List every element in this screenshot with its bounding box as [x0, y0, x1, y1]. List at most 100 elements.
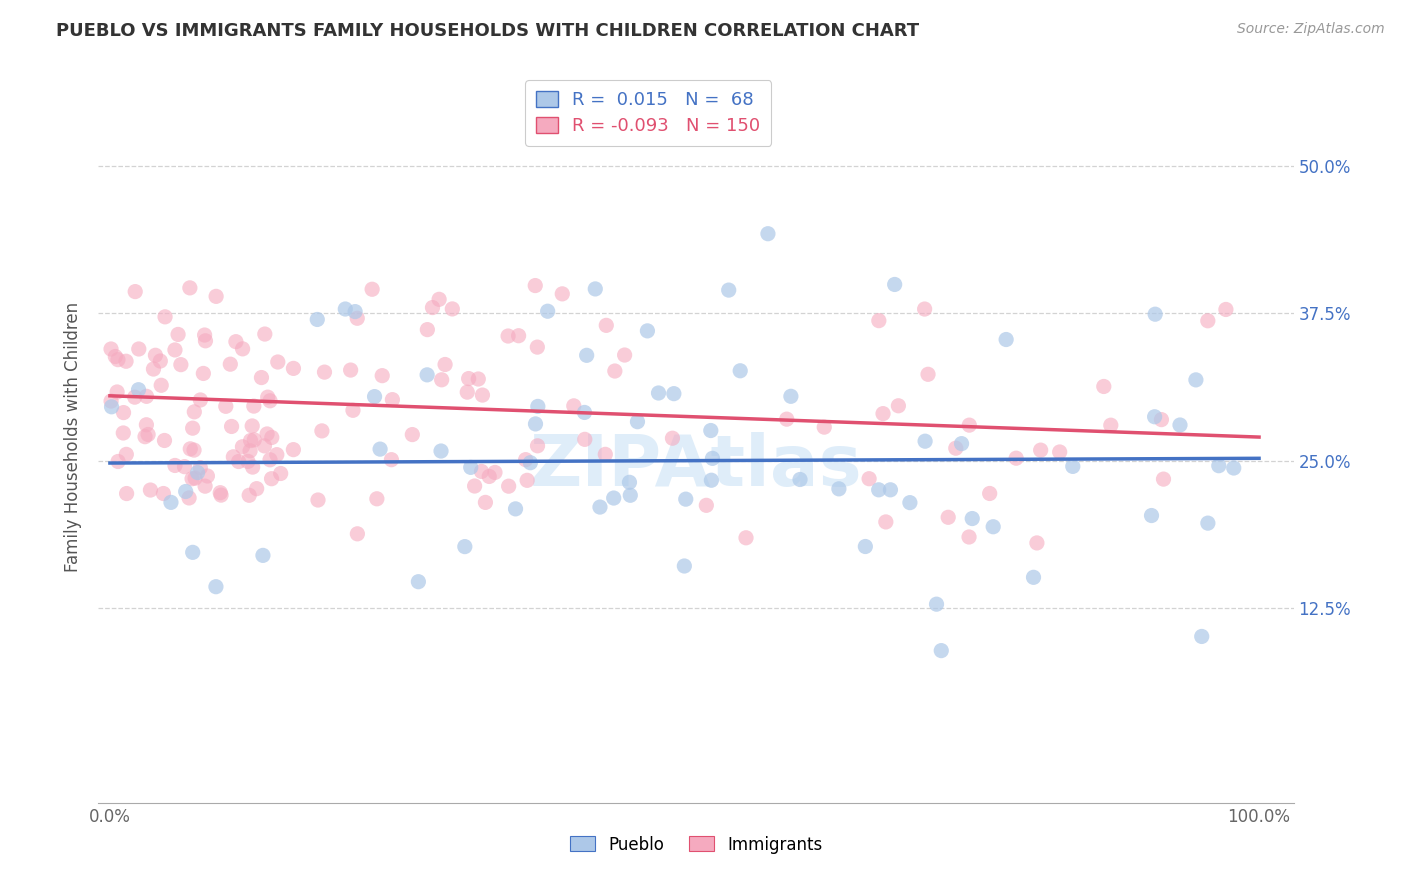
Point — [735, 531, 758, 545]
Point — [619, 488, 641, 502]
Point — [256, 427, 278, 442]
Point — [243, 433, 266, 447]
Point — [342, 403, 364, 417]
Point — [756, 227, 779, 241]
Point — [184, 471, 207, 485]
Point — [380, 452, 402, 467]
Point — [115, 354, 138, 368]
Point — [456, 385, 478, 400]
Point — [515, 452, 537, 467]
Point — [231, 440, 253, 454]
Point — [128, 383, 150, 397]
Point — [995, 333, 1018, 347]
Point — [1168, 417, 1191, 432]
Point — [945, 441, 967, 455]
Point — [361, 282, 384, 296]
Point — [1029, 443, 1052, 458]
Point — [441, 301, 464, 316]
Point — [107, 454, 129, 468]
Point — [1140, 508, 1163, 523]
Point — [613, 348, 636, 362]
Point — [163, 343, 186, 357]
Point — [181, 472, 204, 486]
Point — [253, 327, 276, 342]
Point — [717, 283, 740, 297]
Point — [1197, 516, 1219, 530]
Point — [526, 439, 548, 453]
Point — [112, 425, 135, 440]
Point — [259, 393, 281, 408]
Point — [366, 491, 388, 506]
Point — [427, 293, 450, 307]
Point — [430, 444, 453, 458]
Point — [150, 378, 173, 392]
Point — [408, 574, 430, 589]
Point — [583, 282, 606, 296]
Point — [246, 482, 269, 496]
Point — [236, 454, 259, 468]
Point — [700, 424, 723, 438]
Point — [1215, 302, 1237, 317]
Point — [242, 460, 264, 475]
Point — [1191, 630, 1213, 644]
Point — [898, 495, 921, 509]
Point — [124, 390, 146, 404]
Point — [595, 447, 617, 461]
Point — [167, 327, 190, 342]
Point — [505, 501, 527, 516]
Point — [662, 386, 685, 401]
Point — [173, 459, 195, 474]
Point — [335, 301, 357, 316]
Point — [222, 450, 245, 464]
Point — [471, 388, 494, 402]
Point — [187, 466, 209, 480]
Point — [789, 473, 811, 487]
Point — [602, 491, 624, 505]
Point — [887, 399, 910, 413]
Point — [470, 465, 492, 479]
Point — [135, 417, 157, 432]
Point — [135, 389, 157, 403]
Point — [574, 433, 596, 447]
Point — [240, 419, 263, 434]
Point — [194, 328, 217, 343]
Point — [100, 400, 122, 414]
Point — [1144, 307, 1167, 321]
Point — [1150, 412, 1173, 426]
Point — [228, 454, 250, 468]
Point — [368, 442, 391, 456]
Point — [868, 483, 890, 497]
Point — [100, 394, 122, 409]
Point — [981, 520, 1004, 534]
Point — [177, 491, 200, 505]
Point — [457, 371, 479, 385]
Point — [853, 540, 876, 554]
Point — [960, 511, 983, 525]
Point — [551, 286, 574, 301]
Point — [695, 499, 717, 513]
Point — [1153, 472, 1175, 486]
Point — [163, 458, 186, 473]
Point — [1049, 445, 1071, 459]
Point — [1208, 458, 1230, 473]
Text: ZIPAtlas: ZIPAtlas — [530, 432, 862, 500]
Point — [957, 530, 980, 544]
Point — [307, 312, 329, 326]
Point — [675, 492, 697, 507]
Point — [464, 479, 486, 493]
Point — [181, 421, 204, 435]
Point — [181, 545, 204, 559]
Point — [589, 500, 612, 514]
Point — [1222, 461, 1244, 475]
Point — [917, 368, 939, 382]
Point — [139, 483, 162, 497]
Point — [107, 352, 129, 367]
Point — [474, 495, 496, 509]
Point — [1185, 373, 1208, 387]
Point — [221, 419, 243, 434]
Point — [478, 469, 501, 483]
Point — [124, 285, 146, 299]
Point — [115, 447, 138, 461]
Point — [430, 373, 453, 387]
Point — [603, 364, 626, 378]
